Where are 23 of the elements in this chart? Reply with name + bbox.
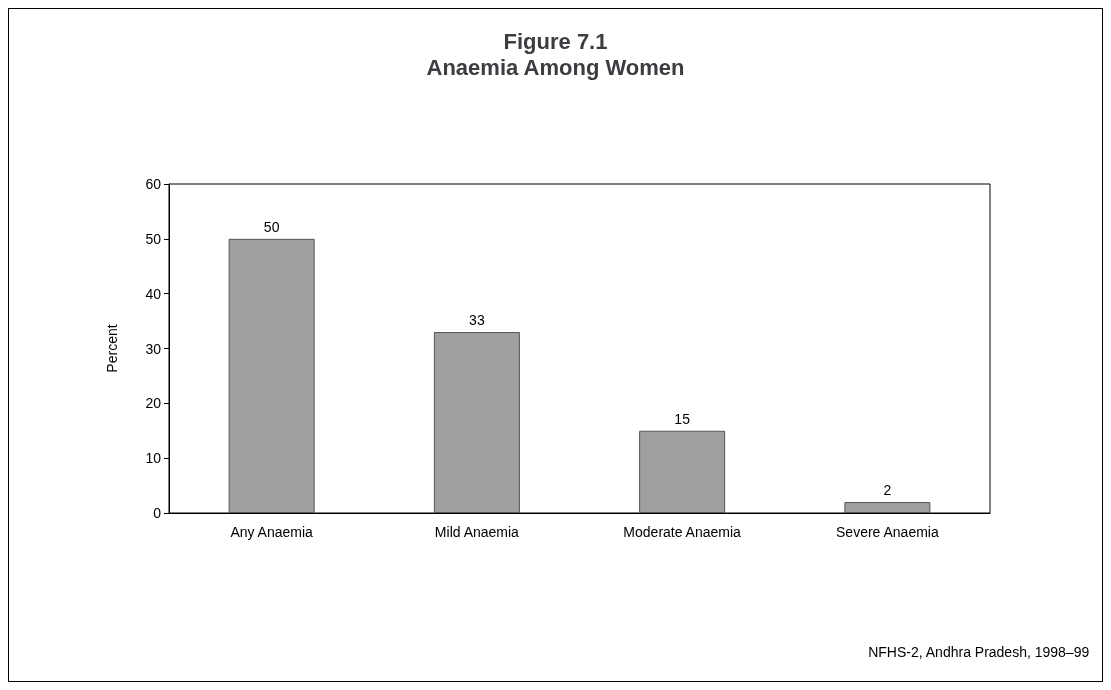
y-tick-label: 0 <box>153 505 162 521</box>
y-axis-title: Percent <box>104 324 120 373</box>
bar <box>433 332 520 513</box>
y-tick-label: 50 <box>145 230 162 247</box>
y-tick-label: 40 <box>145 285 162 302</box>
x-tick-label: Any Anaemia <box>230 524 314 540</box>
x-tick-label: Severe Anaemia <box>836 524 939 540</box>
bar <box>228 238 315 513</box>
y-tick-label: 10 <box>145 450 162 467</box>
chart-title: Figure 7.1 <box>503 28 608 54</box>
bar <box>639 430 726 513</box>
y-tick-label: 30 <box>145 340 162 357</box>
data-label: 50 <box>263 218 280 235</box>
x-tick-label: Mild Anaemia <box>434 524 520 540</box>
chart-subtitle: Anaemia Among Women <box>426 54 685 80</box>
y-tick-label: 60 <box>145 176 162 192</box>
data-label: 33 <box>469 312 485 329</box>
data-label: 2 <box>883 482 892 499</box>
y-tick-label: 20 <box>145 395 162 412</box>
bar <box>844 502 931 513</box>
x-tick-label: Moderate Anaemia <box>623 524 742 540</box>
text: NFHS-2, Andhra Pradesh, 1998–99 <box>868 644 1090 660</box>
data-label: 15 <box>674 410 691 427</box>
